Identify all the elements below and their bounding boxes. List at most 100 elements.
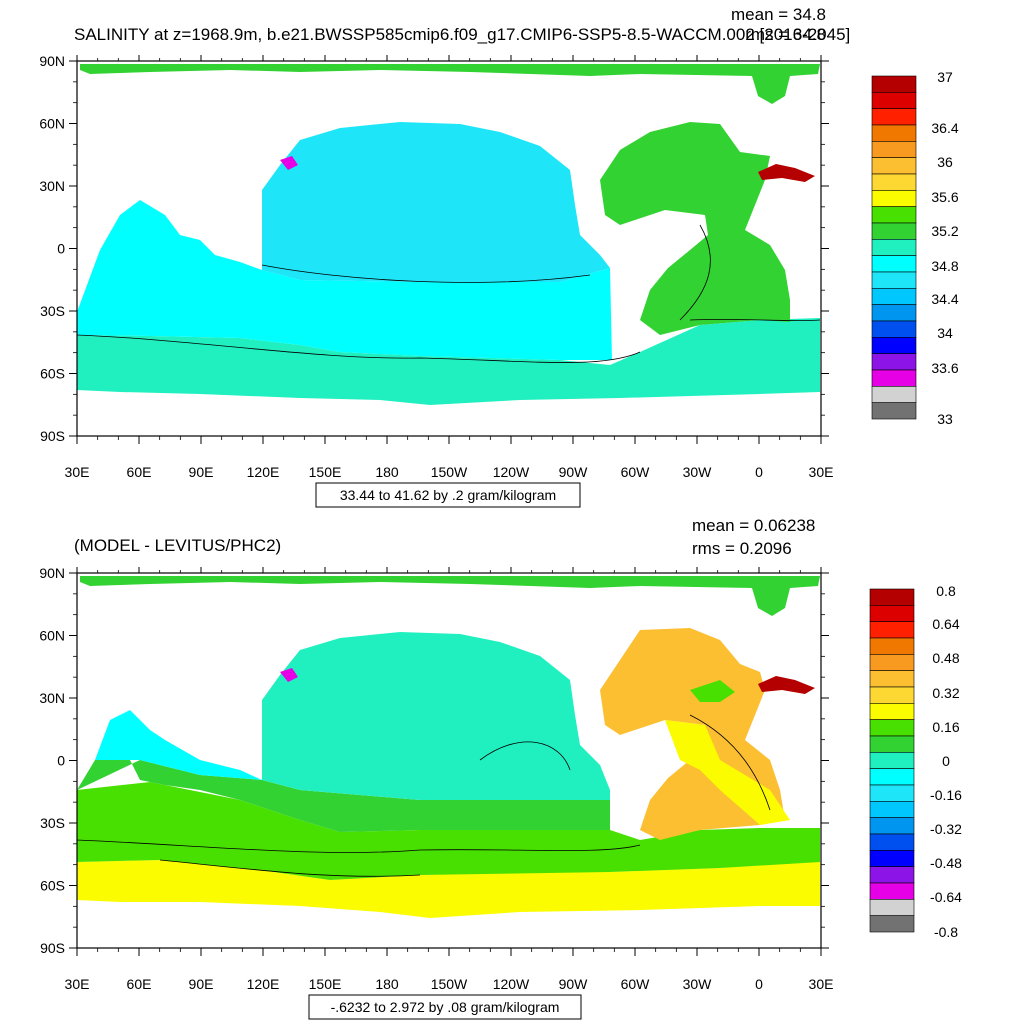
region-japan-sea [280, 156, 298, 170]
difference-panel: (MODEL - LEVITUS/PHC2) mean = 0.06238 rm… [39, 516, 962, 1020]
y-tick-label: 30N [39, 178, 65, 194]
x-tick-label: 120W [493, 976, 530, 992]
colorbar-swatch [871, 141, 917, 158]
colorbar-label: -0.48 [930, 855, 962, 871]
colorbar-label: -0.8 [934, 924, 958, 940]
colorbar-swatch [869, 784, 915, 802]
x-tick-label: 30E [809, 976, 834, 992]
region-west-pacific [95, 710, 262, 780]
colorbar-label: 36 [937, 154, 953, 170]
x-tick-label: 30W [683, 976, 713, 992]
colorbar-swatch [871, 92, 917, 109]
colorbar-swatch [869, 833, 915, 851]
colorbar-label: -0.16 [930, 787, 962, 803]
panel1-colorbar: 37 36.4 36 35.6 35.2 34.8 34.4 34 33.6 33 [871, 69, 959, 427]
colorbar-swatch [871, 255, 917, 273]
colorbar-swatch [871, 386, 917, 403]
colorbar-swatch [869, 637, 915, 655]
colorbar-swatch [869, 621, 915, 639]
colorbar-swatch [869, 686, 915, 704]
y-tick-label: 90S [40, 428, 65, 444]
panel2-range-label: -.6232 to 2.972 by .08 gram/kilogram [331, 999, 560, 1015]
colorbar-swatch [871, 337, 917, 354]
y-tick-label: 90N [39, 565, 65, 581]
colorbar-swatch [869, 768, 915, 786]
y-tick-label: 90S [40, 940, 65, 956]
colorbar-label: 34.8 [931, 258, 958, 274]
colorbar-swatch [871, 271, 917, 289]
x-tick-label: 90E [189, 976, 214, 992]
colorbar-swatch [871, 206, 917, 224]
panel1-title: SALINITY at z=1968.9m, b.e21.BWSSP585cmi… [74, 25, 850, 44]
colorbar-swatch [869, 899, 915, 916]
region-atlantic [600, 122, 790, 335]
region-southern-band [77, 860, 820, 918]
y-tick-label: 60N [39, 116, 65, 132]
y-tick-label: 60S [40, 366, 65, 382]
x-tick-label: 60E [127, 464, 152, 480]
panel1-range-label: 33.44 to 41.62 by .2 gram/kilogram [340, 487, 556, 503]
y-tick-label: 30S [40, 815, 65, 831]
colorbar-label: 0.8 [936, 583, 956, 599]
panel2-colorbar: 0.8 0.64 0.48 0.32 0.16 0 -0.16 -0.32 -0.48 -0.64… [869, 583, 962, 940]
y-tick-label: 60N [39, 628, 65, 644]
colorbar-label: 37 [937, 69, 953, 85]
x-tick-label: 90E [189, 464, 214, 480]
region-southern-ocean [77, 318, 820, 405]
colorbar-swatch [871, 108, 917, 126]
region-japan-sea [280, 668, 298, 682]
colorbar-label: -0.32 [930, 821, 962, 837]
colorbar-swatch [869, 752, 915, 769]
colorbar-swatch [869, 882, 915, 900]
x-tick-label: 120E [247, 464, 280, 480]
panel1-axes: 30E 60E 90E 120E 150E 180 150W 120W 90W 60W 30W 0 30… [39, 53, 833, 480]
colorbar-label: 0.64 [932, 616, 959, 632]
panel1-map [76, 61, 821, 436]
colorbar-swatch [869, 588, 915, 606]
colorbar-label: 35.2 [931, 223, 958, 239]
x-tick-label: 30E [65, 976, 90, 992]
panel1-rms: rms = 34.8 [745, 25, 826, 44]
x-tick-label: 180 [375, 976, 399, 992]
panel2-axes: 30E 60E 90E 120E 150E 180 150W 120W 90W 60W 30W 0 30… [39, 565, 833, 992]
colorbar-swatch [871, 369, 917, 387]
x-tick-label: 120E [247, 976, 280, 992]
colorbar-label: 33.6 [931, 360, 958, 376]
x-tick-label: 150W [431, 464, 468, 480]
region-southern-indian [77, 740, 610, 832]
x-tick-label: 30E [809, 464, 834, 480]
region-tropical-atlantic [665, 720, 790, 825]
region-mediterranean [758, 164, 815, 182]
colorbar-swatch [869, 850, 915, 867]
colorbar-swatch [871, 222, 917, 240]
region-arctic [80, 64, 820, 104]
colorbar-label: -0.64 [930, 889, 962, 905]
colorbar-label: 34.4 [931, 291, 958, 307]
panel2-map [76, 573, 821, 948]
x-tick-label: 150E [309, 464, 342, 480]
colorbar-label: 36.4 [931, 120, 958, 136]
panel1-mean: mean = 34.8 [731, 5, 826, 24]
x-tick-label: 60W [621, 976, 651, 992]
colorbar-swatch [871, 75, 917, 93]
colorbar-swatch [869, 801, 915, 818]
x-tick-label: 90W [559, 464, 589, 480]
colorbar-swatch [869, 735, 915, 753]
colorbar-swatch [871, 239, 917, 256]
colorbar-swatch [869, 703, 915, 720]
panel2-rms: rms = 0.2096 [692, 539, 792, 558]
panel2-mean: mean = 0.06238 [692, 516, 815, 535]
salinity-panel: SALINITY at z=1968.9m, b.e21.BWSSP585cmi… [39, 5, 959, 508]
x-tick-label: 90W [559, 976, 589, 992]
colorbar-swatch [871, 288, 917, 305]
colorbar-swatch [871, 353, 917, 371]
colorbar-swatch [871, 124, 917, 142]
colorbar-label: 0 [942, 753, 950, 769]
colorbar-swatch [871, 157, 917, 175]
y-tick-label: 0 [57, 753, 65, 769]
colorbar-swatch [869, 817, 915, 835]
colorbar-label: 0.48 [932, 650, 959, 666]
y-tick-label: 30S [40, 303, 65, 319]
region-green-patch [690, 680, 735, 702]
